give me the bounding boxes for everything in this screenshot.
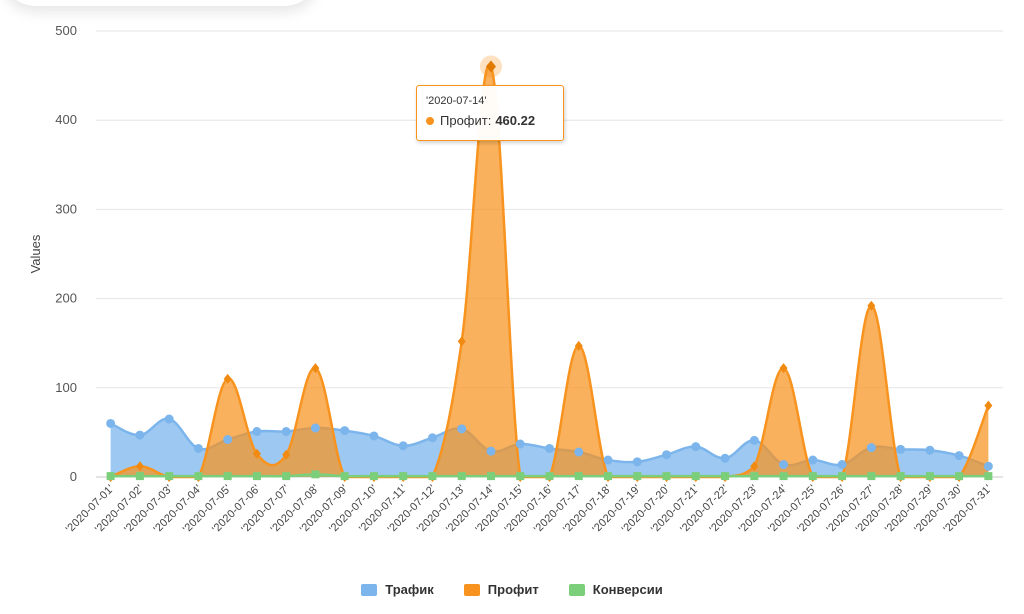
data-point-conversions	[574, 472, 583, 481]
data-point-traffic	[223, 435, 233, 445]
data-point-traffic	[749, 435, 759, 445]
tooltip-date: '2020-07-14'	[426, 95, 487, 107]
data-point-traffic	[954, 451, 964, 461]
data-point-traffic	[106, 418, 116, 428]
y-tick-label: 300	[55, 201, 77, 216]
legend-swatch-profit	[463, 583, 480, 596]
data-point-traffic	[135, 430, 145, 440]
data-point-conversions	[428, 472, 437, 481]
legend-label-conversions: Конверсии	[592, 582, 663, 597]
data-point-profit	[282, 449, 291, 460]
chart-legend: Трафик Профит Конверсии	[0, 582, 1024, 597]
tooltip-series-dot	[426, 116, 434, 125]
data-point-conversions	[721, 472, 730, 481]
tooltip-value: 460.22	[495, 113, 536, 128]
data-point-conversions	[838, 472, 847, 481]
data-point-conversions	[955, 472, 964, 481]
y-tick-label: 0	[70, 469, 77, 484]
tooltip-row: Профит: 460.22	[426, 113, 554, 128]
data-point-traffic	[427, 433, 437, 443]
data-point-traffic	[545, 443, 554, 453]
legend-label-profit: Профит	[487, 582, 539, 597]
data-point-traffic	[983, 461, 993, 471]
data-point-traffic	[691, 442, 701, 452]
data-point-profit	[457, 336, 466, 347]
data-point-traffic	[486, 446, 496, 456]
data-point-traffic	[398, 441, 408, 451]
data-point-traffic	[164, 414, 174, 424]
y-tick-label: 100	[55, 380, 77, 395]
data-point-traffic	[457, 424, 467, 434]
data-point-profit	[750, 461, 759, 472]
data-point-traffic	[779, 460, 789, 470]
tooltip-series-label: Профит:	[440, 113, 492, 128]
data-point-conversions	[340, 472, 349, 481]
data-point-conversions	[691, 472, 700, 481]
data-point-profit	[984, 400, 993, 411]
highlight-point	[485, 60, 496, 73]
data-point-conversions	[808, 472, 817, 481]
data-point-conversions	[194, 472, 203, 481]
data-point-traffic	[603, 455, 613, 465]
legend-item-conversions[interactable]: Конверсии	[568, 582, 663, 597]
data-point-profit	[779, 363, 788, 374]
data-point-traffic	[632, 457, 642, 467]
data-point-traffic	[925, 445, 935, 455]
data-point-traffic	[369, 431, 379, 441]
data-point-traffic	[252, 427, 262, 437]
data-point-profit	[252, 448, 261, 459]
chart-tooltip: '2020-07-14' Профит: 460.22	[416, 85, 564, 141]
data-point-traffic	[574, 447, 584, 457]
y-tick-label: 500	[55, 23, 77, 38]
data-point-profit	[311, 363, 320, 374]
legend-swatch-traffic	[361, 583, 378, 596]
y-axis-title: Values	[28, 234, 43, 273]
data-point-conversions	[486, 472, 495, 481]
y-tick-label: 400	[55, 112, 77, 127]
y-tick-label: 200	[55, 291, 77, 306]
data-point-traffic	[808, 455, 818, 465]
data-point-conversions	[223, 472, 232, 481]
data-point-conversions	[457, 472, 466, 481]
data-point-profit	[135, 461, 144, 472]
data-point-conversions	[106, 472, 115, 481]
data-point-traffic	[193, 443, 203, 453]
data-point-traffic	[866, 443, 876, 453]
legend-label-traffic: Трафик	[385, 582, 434, 597]
data-point-conversions	[165, 472, 174, 481]
data-point-conversions	[545, 472, 554, 481]
data-point-traffic	[515, 439, 525, 449]
legend-item-traffic[interactable]: Трафик	[361, 582, 434, 597]
data-point-conversions	[369, 472, 378, 481]
data-point-conversions	[135, 472, 144, 481]
data-point-conversions	[282, 472, 291, 481]
data-point-conversions	[896, 472, 905, 481]
data-point-conversions	[925, 472, 934, 481]
legend-swatch-conversions	[568, 583, 585, 596]
data-point-conversions	[516, 472, 525, 481]
data-point-conversions	[750, 472, 759, 481]
data-point-profit	[223, 373, 232, 384]
data-point-conversions	[662, 472, 671, 481]
data-point-traffic	[310, 423, 320, 433]
data-point-conversions	[399, 472, 408, 481]
data-point-conversions	[604, 472, 613, 481]
data-point-traffic	[340, 426, 350, 436]
data-point-conversions	[867, 472, 876, 481]
data-point-conversions	[984, 472, 993, 481]
data-point-traffic	[896, 444, 906, 454]
area-chart: 0100200300400500Values'2020-07-01''2020-…	[28, 23, 1003, 536]
data-point-conversions	[311, 470, 320, 479]
data-point-traffic	[720, 453, 730, 463]
data-point-conversions	[252, 472, 261, 481]
data-point-traffic	[281, 427, 291, 437]
data-point-traffic	[662, 450, 672, 460]
data-point-conversions	[779, 472, 788, 481]
panel-shadow	[0, 0, 320, 6]
data-point-profit	[867, 300, 876, 311]
data-point-profit	[574, 340, 583, 351]
data-point-traffic	[837, 460, 847, 470]
legend-item-profit[interactable]: Профит	[463, 582, 539, 597]
data-point-conversions	[633, 472, 642, 481]
